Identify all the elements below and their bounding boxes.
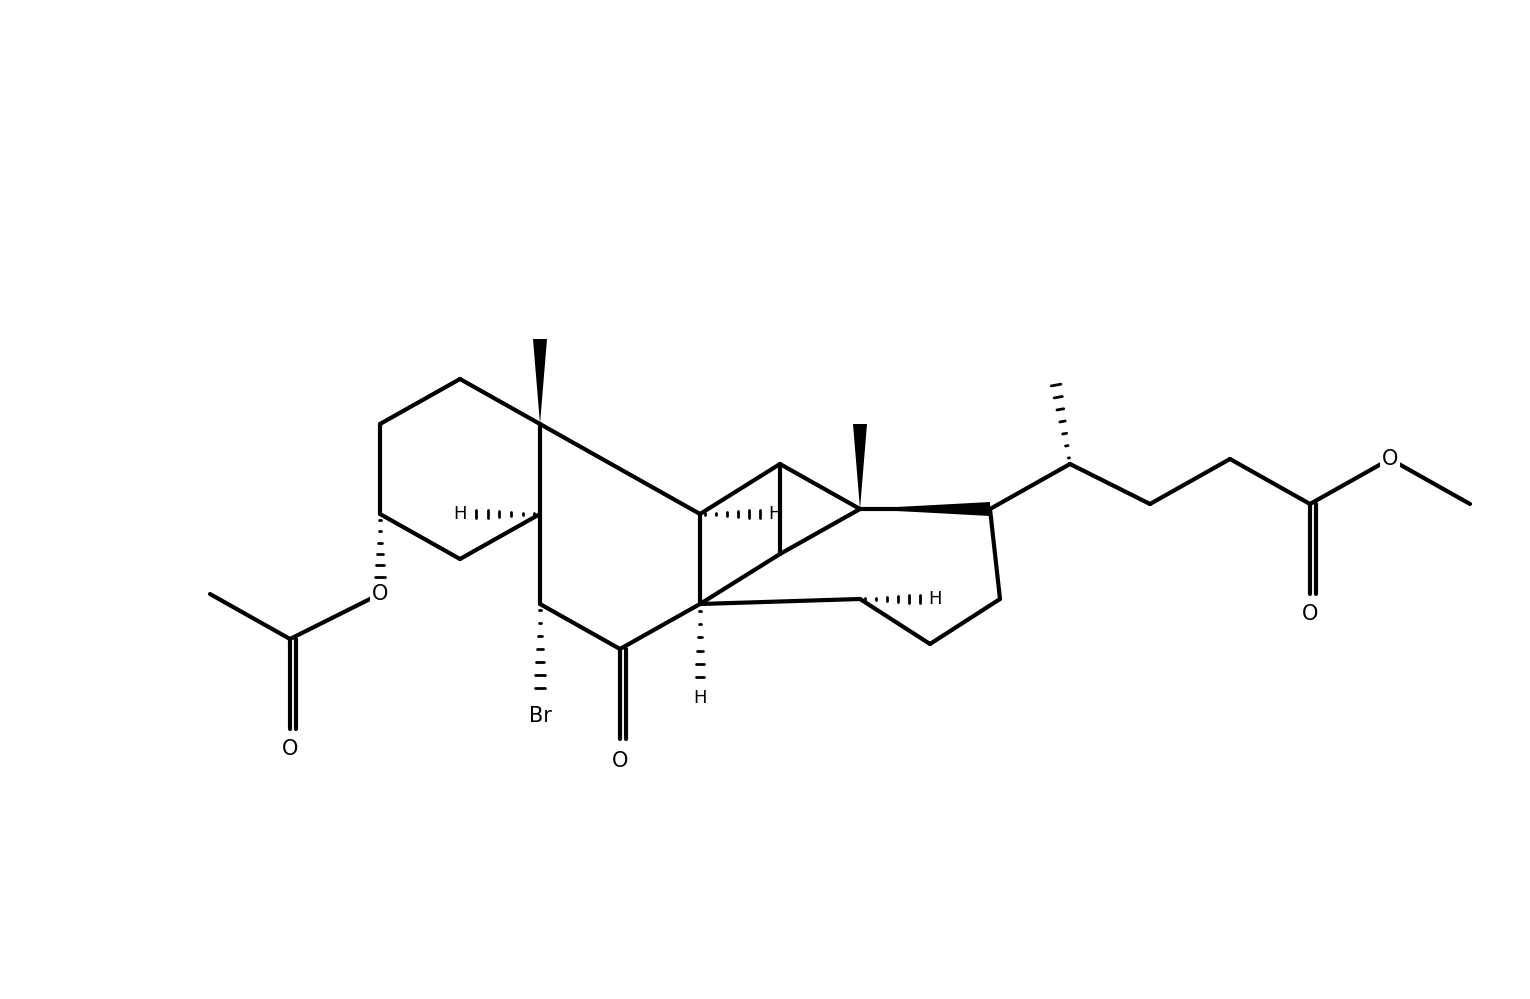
Text: O: O bbox=[1382, 449, 1398, 469]
Polygon shape bbox=[854, 424, 868, 509]
Text: O: O bbox=[612, 751, 629, 771]
Text: H: H bbox=[693, 689, 707, 707]
Polygon shape bbox=[860, 502, 990, 516]
Polygon shape bbox=[532, 339, 548, 424]
Text: H: H bbox=[453, 505, 467, 523]
Text: H: H bbox=[768, 505, 782, 523]
Text: O: O bbox=[282, 739, 298, 759]
Text: Br: Br bbox=[528, 706, 551, 726]
Text: H: H bbox=[929, 590, 941, 608]
Text: O: O bbox=[1302, 604, 1319, 624]
Text: O: O bbox=[372, 584, 389, 604]
